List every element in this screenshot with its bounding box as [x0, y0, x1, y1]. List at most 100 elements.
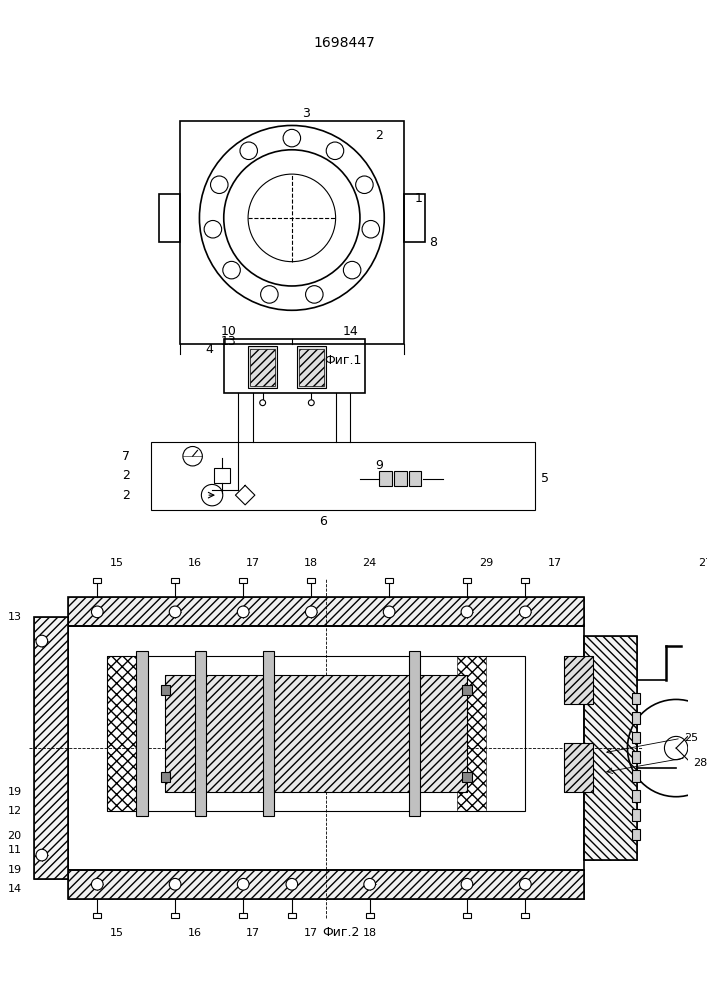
Text: 8: 8 — [429, 236, 437, 249]
Bar — [522, 913, 530, 918]
Circle shape — [211, 176, 228, 193]
Text: 10: 10 — [221, 325, 237, 338]
Circle shape — [364, 878, 375, 890]
Circle shape — [520, 606, 531, 618]
Bar — [107, 656, 525, 811]
Text: 7: 7 — [122, 450, 131, 463]
Text: 2: 2 — [122, 469, 130, 482]
Bar — [564, 743, 593, 792]
Text: 11: 11 — [8, 845, 22, 855]
Text: 5: 5 — [541, 472, 549, 485]
Bar — [180, 121, 404, 344]
Circle shape — [36, 849, 47, 861]
Bar — [34, 617, 68, 879]
Circle shape — [305, 606, 317, 618]
Bar — [250, 349, 275, 386]
Circle shape — [259, 400, 266, 406]
Text: 17: 17 — [547, 558, 561, 568]
Bar — [409, 651, 420, 816]
Bar — [288, 913, 296, 918]
Bar — [107, 656, 136, 811]
Bar — [171, 913, 179, 918]
Circle shape — [91, 606, 103, 618]
Bar — [298, 349, 324, 386]
Circle shape — [286, 878, 298, 890]
Text: 14: 14 — [342, 325, 358, 338]
Circle shape — [91, 878, 103, 890]
Text: 18: 18 — [363, 928, 377, 938]
Bar — [385, 578, 393, 583]
Bar — [160, 772, 170, 782]
Bar — [463, 578, 471, 583]
Bar — [93, 913, 101, 918]
Bar — [297, 346, 326, 388]
Bar — [308, 578, 315, 583]
Bar — [68, 626, 584, 870]
Text: 25: 25 — [684, 733, 698, 743]
Text: 16: 16 — [187, 928, 201, 938]
Bar — [632, 809, 640, 821]
Bar — [632, 790, 640, 802]
Circle shape — [305, 286, 323, 303]
Text: Фиг.2: Фиг.2 — [322, 926, 359, 939]
Bar — [34, 617, 68, 879]
Bar — [263, 651, 274, 816]
Bar — [194, 651, 206, 816]
Circle shape — [261, 286, 278, 303]
Bar — [394, 471, 407, 486]
Text: 1698447: 1698447 — [313, 36, 375, 50]
Bar — [564, 743, 593, 792]
Bar — [584, 636, 637, 860]
Circle shape — [362, 220, 380, 238]
Text: 29: 29 — [479, 558, 493, 568]
Bar — [68, 870, 584, 899]
Text: 18: 18 — [304, 558, 318, 568]
Bar — [632, 693, 640, 704]
Bar — [136, 651, 148, 816]
Circle shape — [169, 606, 181, 618]
Bar — [239, 578, 247, 583]
Circle shape — [238, 606, 249, 618]
Circle shape — [204, 220, 221, 238]
Bar — [457, 656, 486, 811]
Circle shape — [383, 606, 395, 618]
Bar — [632, 712, 640, 724]
Bar — [522, 578, 530, 583]
Bar — [223, 339, 365, 393]
Bar — [68, 597, 584, 626]
Text: 1: 1 — [414, 192, 422, 205]
Text: 14: 14 — [8, 884, 22, 894]
Text: 15: 15 — [110, 558, 124, 568]
Circle shape — [238, 878, 249, 890]
Bar — [93, 578, 101, 583]
Bar — [409, 471, 421, 486]
Bar — [632, 829, 640, 840]
Text: 16: 16 — [187, 558, 201, 568]
Circle shape — [344, 261, 361, 279]
Circle shape — [461, 606, 473, 618]
Bar — [564, 656, 593, 704]
Bar — [632, 770, 640, 782]
Text: 24: 24 — [363, 558, 377, 568]
Bar — [632, 732, 640, 743]
Bar — [160, 685, 170, 695]
Bar — [632, 751, 640, 763]
Bar — [380, 471, 392, 486]
Text: 4: 4 — [205, 343, 213, 356]
Circle shape — [169, 878, 181, 890]
Bar — [564, 656, 593, 704]
Bar — [214, 468, 230, 483]
Bar — [404, 194, 425, 242]
Circle shape — [283, 129, 300, 147]
Bar — [158, 194, 180, 242]
Bar — [248, 346, 277, 388]
Text: 17: 17 — [304, 928, 318, 938]
Text: 2: 2 — [375, 129, 383, 142]
Circle shape — [223, 261, 240, 279]
Text: 6: 6 — [320, 515, 327, 528]
Text: 28: 28 — [694, 758, 707, 768]
Circle shape — [36, 635, 47, 647]
Text: 20: 20 — [8, 831, 22, 841]
Text: 13: 13 — [221, 335, 236, 348]
Text: 13: 13 — [8, 612, 22, 622]
